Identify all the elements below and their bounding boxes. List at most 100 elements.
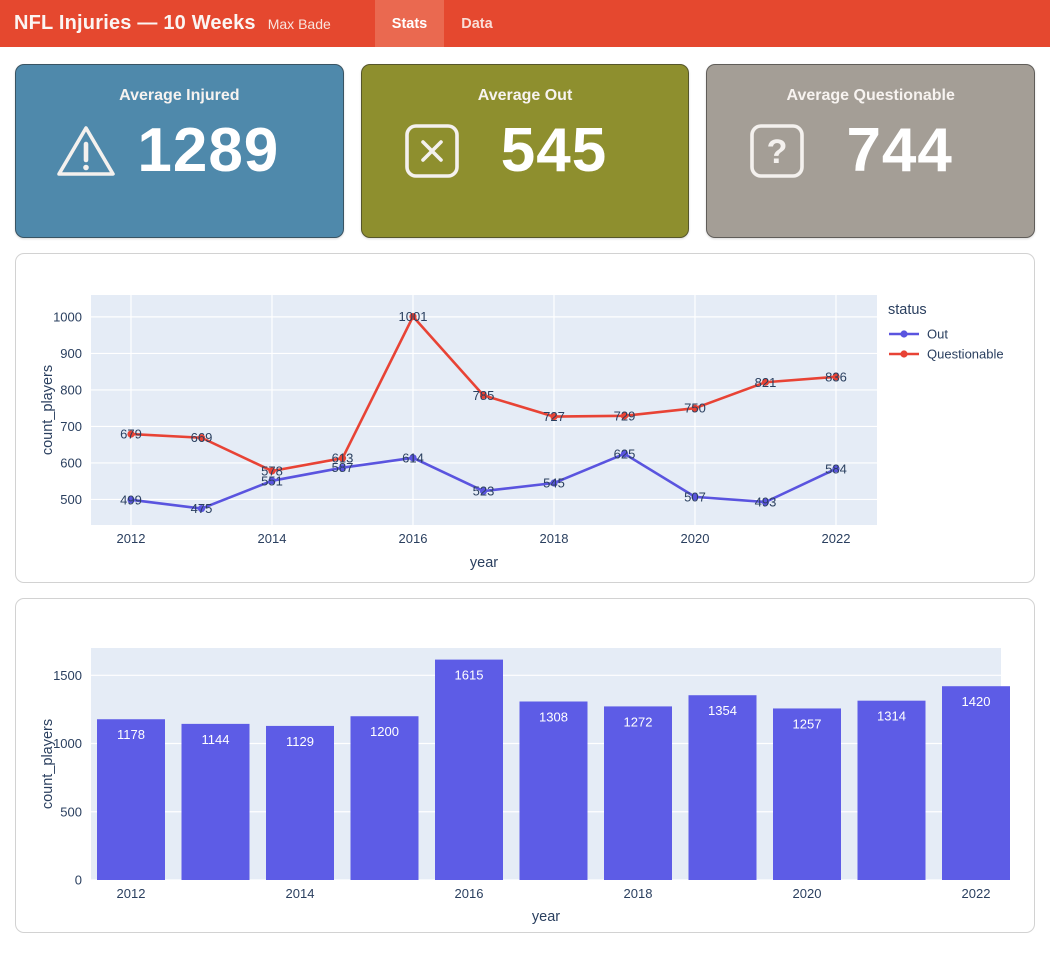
stat-cards-row: Average Injured 1289 Average Out [15,64,1036,238]
data-point[interactable] [268,477,276,485]
legend-entry-out[interactable]: Out [889,327,948,342]
data-point[interactable] [620,450,629,458]
bar-label: 1272 [624,714,653,729]
point-label: 1001 [399,309,428,324]
point-label: 625 [614,446,636,461]
question-square-icon: ? [745,119,809,183]
bar[interactable] [604,706,672,880]
data-point[interactable] [832,465,840,473]
x-tick-label: 2020 [681,531,710,546]
line-chart[interactable]: 2012 2014 2016 2018 2020 2022 500 600 700 800 900 1… [16,254,1034,582]
data-point[interactable] [127,430,135,438]
data-point[interactable] [127,496,135,504]
bar-label: 1257 [793,716,822,731]
bar[interactable] [519,701,588,880]
bar-label: 1200 [370,724,399,739]
legend-label: Out [927,327,948,342]
bar[interactable] [942,686,1010,880]
bar-chart[interactable]: 0 500 1000 1500 1178 1144 1129 1200 1615 1308 1272… [16,599,1034,932]
page-title: NFL Injuries — 10 Weeks [14,12,256,34]
bar[interactable] [773,708,841,880]
x-axis-title: year [532,909,560,925]
data-point[interactable] [409,454,417,462]
svg-text:?: ? [767,133,788,171]
bar-label: 1615 [455,668,484,683]
stat-card-title: Average Injured [119,87,240,104]
bar-chart-card: 0 500 1000 1500 1178 1144 1129 1200 1615 1308 1272… [15,598,1035,933]
data-point[interactable] [479,391,488,399]
stat-card-average-out: Average Out 545 [360,64,690,238]
point-label: 727 [543,409,565,424]
warning-triangle-icon [54,119,118,183]
y-axis-title: count_players [40,719,56,809]
bar-label: 1420 [962,694,991,709]
stat-card-value: 744 [846,116,953,185]
x-tick-label: 2016 [399,531,428,546]
data-point[interactable] [620,412,629,420]
tab-stats[interactable]: Stats [374,0,445,47]
y-tick-label: 500 [60,492,82,507]
x-tick-label: 2014 [258,531,287,546]
bar-label: 1354 [708,703,737,718]
bar[interactable] [350,716,419,880]
bar[interactable] [857,700,926,880]
point-label: 821 [755,375,777,390]
bar[interactable] [435,659,503,880]
tab-bar: Stats Data [374,0,510,47]
y-axis-title: count_players [40,365,56,455]
data-point[interactable] [268,467,276,475]
legend-entry-questionable[interactable]: Questionable [889,347,1004,362]
stat-card-average-injured: Average Injured 1289 [15,64,344,238]
data-point[interactable] [550,479,558,487]
bar-label: 1308 [539,709,568,724]
data-point[interactable] [479,487,488,495]
data-point[interactable] [691,404,699,412]
y-tick-label: 800 [60,382,82,397]
y-tick-label: 1000 [53,309,82,324]
y-tick-label: 900 [60,346,82,361]
data-point[interactable] [832,373,840,381]
bar[interactable] [688,695,757,880]
legend-label: Questionable [927,347,1004,362]
data-point[interactable] [197,434,206,442]
data-point[interactable] [550,412,558,421]
point-label: 614 [402,450,424,465]
data-point[interactable] [761,498,770,506]
x-tick-label: 2014 [286,886,315,901]
bar[interactable] [181,723,250,880]
point-label: 507 [684,489,706,504]
stat-card-value: 1289 [137,116,280,185]
data-point[interactable] [691,493,699,501]
point-label: 836 [825,369,847,384]
point-label: 545 [543,476,565,491]
point-label: 551 [261,473,283,488]
data-point[interactable] [338,454,347,462]
bar-label: 1178 [117,727,145,742]
bar-label: 1129 [286,734,314,749]
stat-card-average-questionable: Average Questionable ? 744 [706,64,1036,238]
app-header: NFL Injuries — 10 Weeks Max Bade Stats D… [0,0,1050,47]
line-chart-card: 2012 2014 2016 2018 2020 2022 500 600 700 800 900 1… [15,253,1035,583]
y-tick-label: 0 [75,873,82,888]
tab-data[interactable]: Data [461,15,493,32]
x-square-icon [400,119,464,183]
bar[interactable] [97,719,165,880]
data-point[interactable] [409,312,417,321]
bar[interactable] [266,725,334,880]
x-tick-label: 2020 [793,886,822,901]
page-subtitle: Max Bade [267,16,331,32]
plot-area[interactable] [91,295,877,525]
x-tick-label: 2022 [822,531,851,546]
point-label: 493 [755,495,777,510]
point-label: 584 [825,461,847,476]
point-label: 523 [473,484,495,499]
data-point[interactable] [338,464,347,472]
point-label: 669 [191,430,213,445]
x-tick-label: 2012 [117,886,146,901]
stat-card-value: 545 [500,116,608,185]
data-point[interactable] [761,378,770,386]
data-point[interactable] [197,504,206,513]
point-label: 729 [614,408,636,423]
point-label: 679 [120,427,142,442]
point-label: 587 [332,460,354,475]
